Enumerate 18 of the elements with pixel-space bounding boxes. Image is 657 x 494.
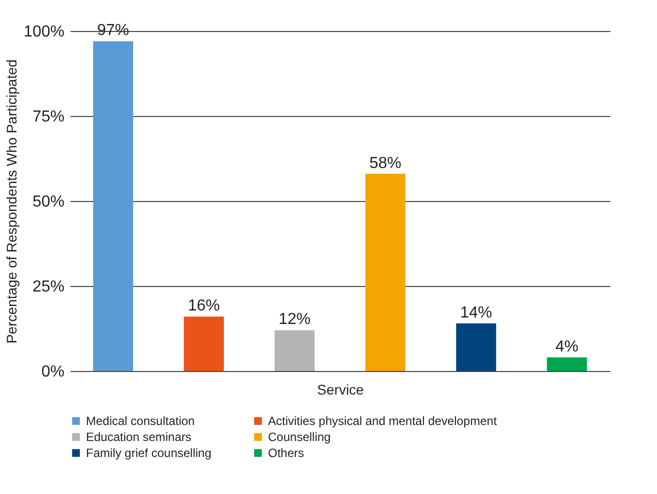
legend-label: Activities physical and mental development — [268, 414, 498, 428]
data-label: 58% — [369, 154, 402, 172]
legend-label: Education seminars — [86, 430, 192, 444]
y-axis-title: Percentage of Respondents Who Participated — [4, 59, 20, 344]
y-tick-label: 50% — [32, 194, 64, 210]
y-tick-label: 75% — [32, 108, 64, 126]
legend-label: Family grief counselling — [86, 446, 212, 460]
data-label: 14% — [460, 304, 492, 322]
y-tick-label: 100% — [24, 24, 64, 40]
legend-label: Others — [268, 446, 304, 460]
data-label: 16% — [188, 298, 220, 315]
data-label: 12% — [278, 311, 311, 328]
legend-label: Medical consultation — [86, 414, 195, 428]
legend-label: Counselling — [268, 430, 331, 444]
data-label: 4% — [555, 338, 578, 356]
y-tick-label: 25% — [32, 278, 64, 296]
x-axis-title: Service — [317, 382, 364, 398]
y-tick-label: 0% — [41, 364, 64, 380]
